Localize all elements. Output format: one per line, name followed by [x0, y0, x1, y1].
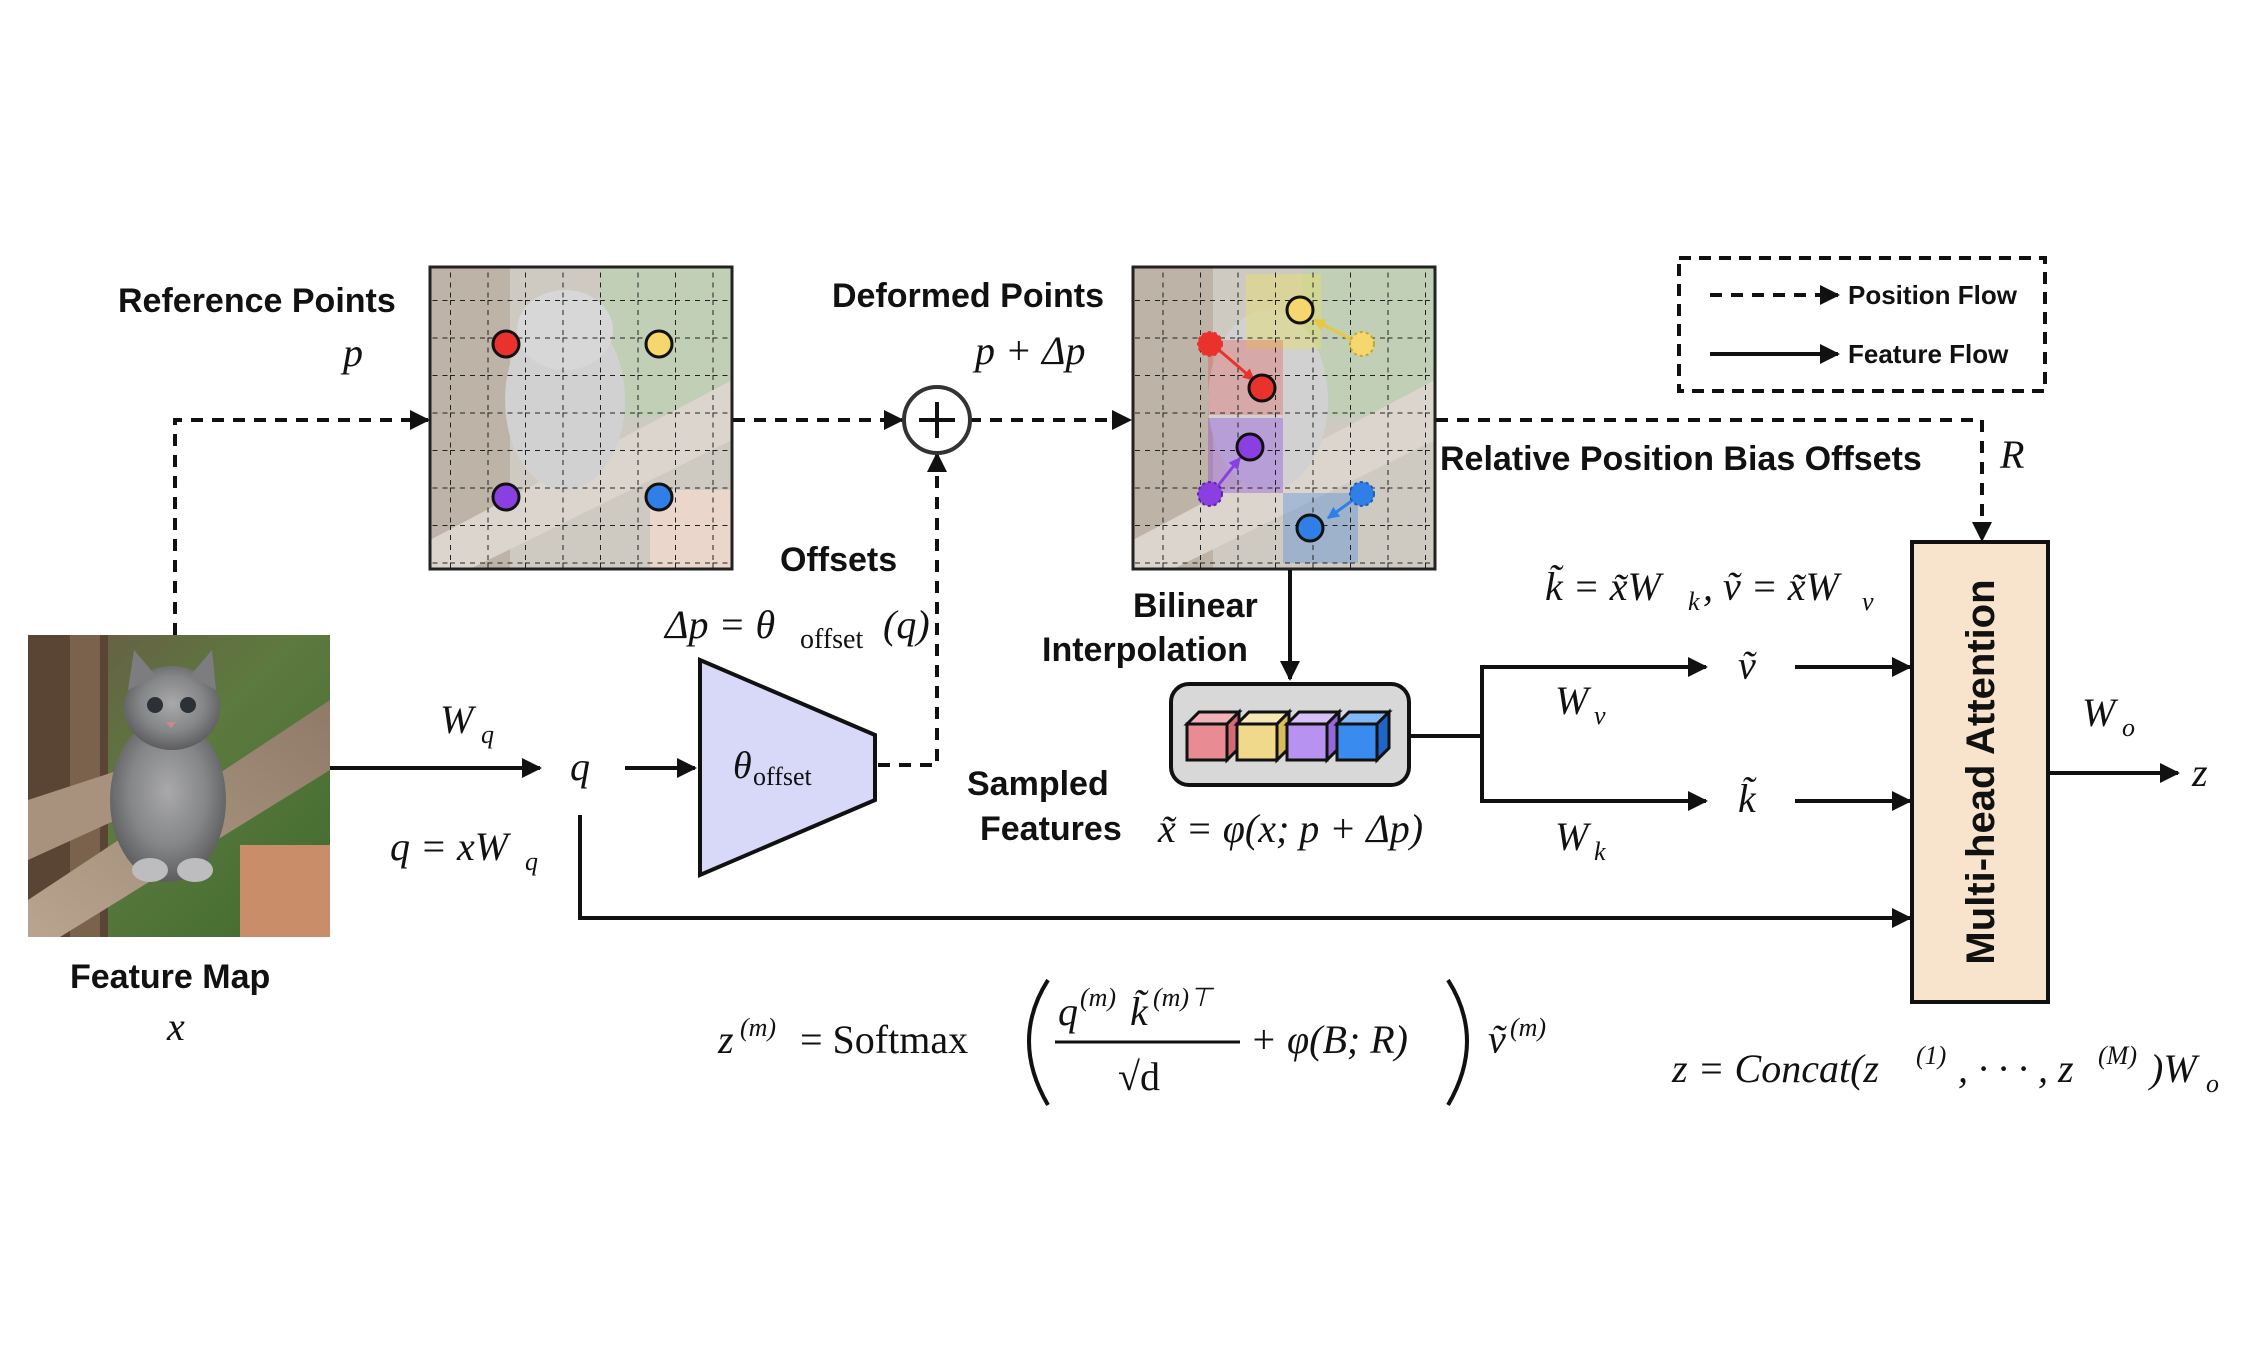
- legend-position-flow-label: Position Flow: [1848, 280, 2018, 310]
- wk-label: W k: [1555, 814, 1606, 866]
- feature-map-label: Feature Map: [70, 958, 270, 996]
- deformed-points-label: Deformed Points: [832, 277, 1104, 315]
- svg-text:= Softmax: = Softmax: [800, 1017, 968, 1062]
- svg-text:v: v: [1862, 587, 1874, 616]
- reference-points-symbol: p: [340, 330, 363, 375]
- feature-map-symbol: x: [166, 1004, 185, 1049]
- reference-points-label: Reference Points: [118, 282, 396, 320]
- multi-head-attention-block: Multi-head Attention: [1910, 540, 2050, 1004]
- deformed-point-red: [1247, 373, 1277, 403]
- query-equation: q = xW q: [390, 824, 538, 876]
- attention-formula: z (m) = Softmax q (m) k̃ (m)⊤ √d + φ(B; …: [717, 978, 1546, 1107]
- svg-text:√d: √d: [1118, 1054, 1160, 1099]
- concat-formula: z = Concat(z (1) , · · · , z (M) )W o: [1671, 1041, 2219, 1098]
- svg-text:(M): (M): [2098, 1041, 2137, 1070]
- wo-label: W o: [2082, 690, 2135, 742]
- svg-text:o: o: [2122, 713, 2135, 742]
- svg-text:q: q: [525, 847, 538, 876]
- offset-network-theta: θ: [733, 745, 752, 787]
- svg-text:(m): (m): [740, 1013, 776, 1042]
- feature-map-image: [28, 635, 330, 937]
- k-tilde-label: k̃: [1738, 776, 1757, 821]
- relative-position-bias-label: Relative Position Bias Offsets: [1440, 440, 1922, 478]
- feature-cube-red: [1183, 708, 1243, 764]
- svg-text:(m): (m): [1510, 1013, 1546, 1042]
- svg-text:W: W: [440, 697, 477, 742]
- feature-flow-arrows: [330, 570, 2180, 928]
- relative-position-bias-symbol: R: [1999, 432, 2024, 477]
- offset-network: θ offset: [698, 656, 877, 879]
- svg-text:(1): (1): [1916, 1041, 1946, 1070]
- svg-text:offset: offset: [800, 624, 863, 655]
- svg-text:k̃ = x̃W: k̃ = x̃W: [1545, 564, 1665, 609]
- v-tilde-label: ṽ: [1738, 643, 1757, 688]
- svg-text:W: W: [1555, 814, 1592, 859]
- svg-text:)W: )W: [2148, 1046, 2200, 1091]
- svg-text:W: W: [1555, 678, 1592, 723]
- reference-point-purple: [491, 482, 521, 512]
- deformed-points-panel: [1131, 265, 1437, 571]
- reference-point-blue: [644, 482, 674, 512]
- svg-text:Δp = θ: Δp = θ: [663, 602, 775, 647]
- svg-text:z: z: [717, 1017, 734, 1062]
- bilinear-label: Bilinear: [1133, 587, 1258, 625]
- add-node: [902, 385, 972, 455]
- svg-text:k: k: [1594, 837, 1606, 866]
- svg-text:ṽ: ṽ: [1488, 1017, 1507, 1062]
- deformed-points-symbol: p + Δp: [972, 328, 1085, 373]
- svg-text:k̃: k̃: [1130, 989, 1149, 1034]
- svg-text:+ φ(B; R): + φ(B; R): [1250, 1017, 1408, 1062]
- svg-text:q: q: [481, 720, 494, 749]
- interpolation-label: Interpolation: [1042, 631, 1248, 669]
- deformed-point-blue: [1295, 513, 1325, 543]
- multi-head-attention-label: Multi-head Attention: [1959, 579, 2003, 964]
- svg-text:v: v: [1594, 701, 1606, 730]
- feature-cube-yellow: [1233, 708, 1293, 764]
- offsets-label: Offsets: [780, 541, 897, 579]
- output-z-label: z: [2191, 750, 2208, 795]
- features-label: Features: [980, 810, 1122, 848]
- query-q-label: q: [570, 744, 590, 789]
- reference-point-red: [491, 329, 521, 359]
- svg-text:(m)⊤: (m)⊤: [1153, 983, 1214, 1012]
- svg-text:W: W: [2082, 690, 2119, 735]
- deformed-point-yellow: [1285, 295, 1315, 325]
- svg-text:o: o: [2206, 1069, 2219, 1098]
- feature-cube-blue: [1333, 708, 1393, 764]
- reference-points-panel: [428, 265, 734, 571]
- legend-feature-flow-label: Feature Flow: [1848, 339, 2009, 369]
- svg-text:(m): (m): [1080, 983, 1116, 1012]
- svg-text:, ṽ = x̃W: , ṽ = x̃W: [1703, 564, 1843, 609]
- key-value-equation: k̃ = x̃W k , ṽ = x̃W v: [1545, 564, 1874, 616]
- sampled-features-box: [1169, 682, 1411, 787]
- position-flow-arrows: [173, 410, 1992, 767]
- svg-text:, · · · , z: , · · · , z: [1958, 1046, 2074, 1091]
- sampled-features-equation: x̃ = φ(x; p + Δp): [1157, 806, 1423, 851]
- offset-network-sub: offset: [753, 762, 813, 791]
- reference-point-yellow: [644, 329, 674, 359]
- offsets-equation: Δp = θ offset (q): [663, 602, 930, 655]
- wq-label: W q: [440, 697, 494, 749]
- svg-text:q = xW: q = xW: [390, 824, 512, 869]
- svg-text:k: k: [1688, 587, 1700, 616]
- wv-label: W v: [1555, 678, 1606, 730]
- svg-text:q: q: [1058, 989, 1078, 1034]
- deformed-point-purple: [1235, 432, 1265, 462]
- feature-cube-purple: [1283, 708, 1343, 764]
- legend: Position Flow Feature Flow: [1677, 256, 2047, 393]
- sampled-label: Sampled: [967, 765, 1109, 803]
- svg-text:z = Concat(z: z = Concat(z: [1671, 1046, 1879, 1091]
- svg-text:(q): (q): [883, 602, 930, 647]
